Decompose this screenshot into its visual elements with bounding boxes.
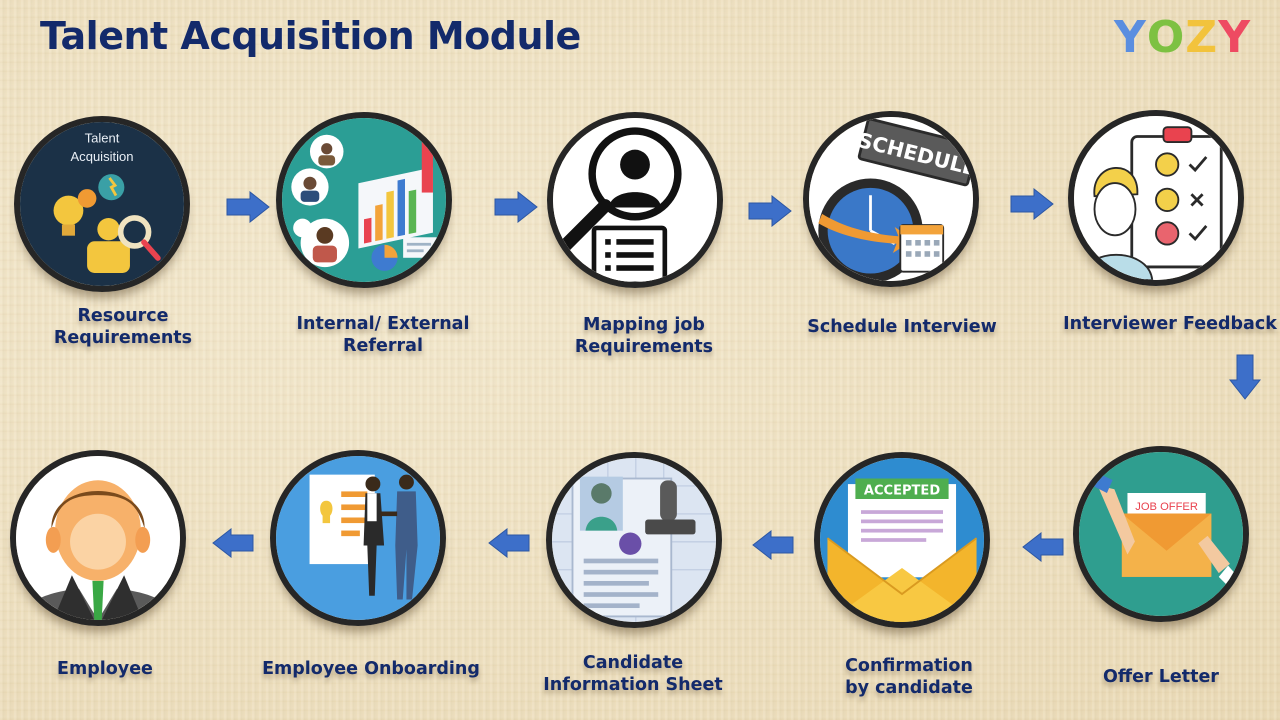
feedback-checklist-icon (1068, 110, 1244, 286)
candidate-stamp-icon (546, 452, 722, 628)
icon-caption: JOB OFFER (1135, 501, 1198, 513)
arrow-right-icon (494, 191, 538, 223)
logo-letter: Y (1114, 12, 1147, 63)
arrow-right-icon (748, 195, 792, 227)
logo-letter: Z (1185, 12, 1219, 63)
arrow-right-icon (226, 191, 270, 223)
step-label: Employee (57, 659, 153, 679)
accepted-envelope-icon: ACCEPTED (814, 452, 990, 628)
step-label: Offer Letter (1103, 667, 1219, 687)
step-label: Candidate Information Sheet (543, 653, 723, 695)
magnifier-profile-icon (547, 112, 723, 288)
arrow-right-icon (1010, 188, 1054, 220)
arrow-left-icon (488, 528, 530, 558)
employee-avatar-icon (10, 450, 186, 626)
arrow-left-icon (1022, 532, 1064, 562)
logo-letter: O (1146, 12, 1186, 63)
arrow-down-icon (1229, 354, 1261, 400)
referral-network-icon (276, 112, 452, 288)
talent-acquisition-icon: Talent Acquisition (14, 116, 190, 292)
step-label: Mapping job Requirements (574, 315, 714, 357)
onboarding-handshake-icon (270, 450, 446, 626)
job-offer-envelope-icon: JOB OFFER (1073, 446, 1249, 622)
icon-caption: Acquisition (70, 149, 133, 164)
step-label: Employee Onboarding (262, 659, 480, 679)
yozy-logo: YOZY (1114, 16, 1251, 60)
arrow-left-icon (752, 530, 794, 560)
arrow-left-icon (212, 528, 254, 558)
icon-caption: ACCEPTED (864, 483, 940, 498)
page-title: Talent Acquisition Module (40, 14, 581, 58)
step-label: Schedule Interview (807, 317, 997, 337)
icon-caption: Talent (85, 131, 120, 146)
logo-letter: Y (1218, 12, 1252, 63)
step-label: Confirmation by candidate (845, 656, 973, 698)
step-label: Interviewer Feedback (1063, 314, 1277, 334)
step-label: Resource Requirements (53, 306, 193, 348)
schedule-clock-icon: SCHEDULE (803, 111, 979, 287)
step-label: Internal/ External Referral (296, 314, 470, 356)
